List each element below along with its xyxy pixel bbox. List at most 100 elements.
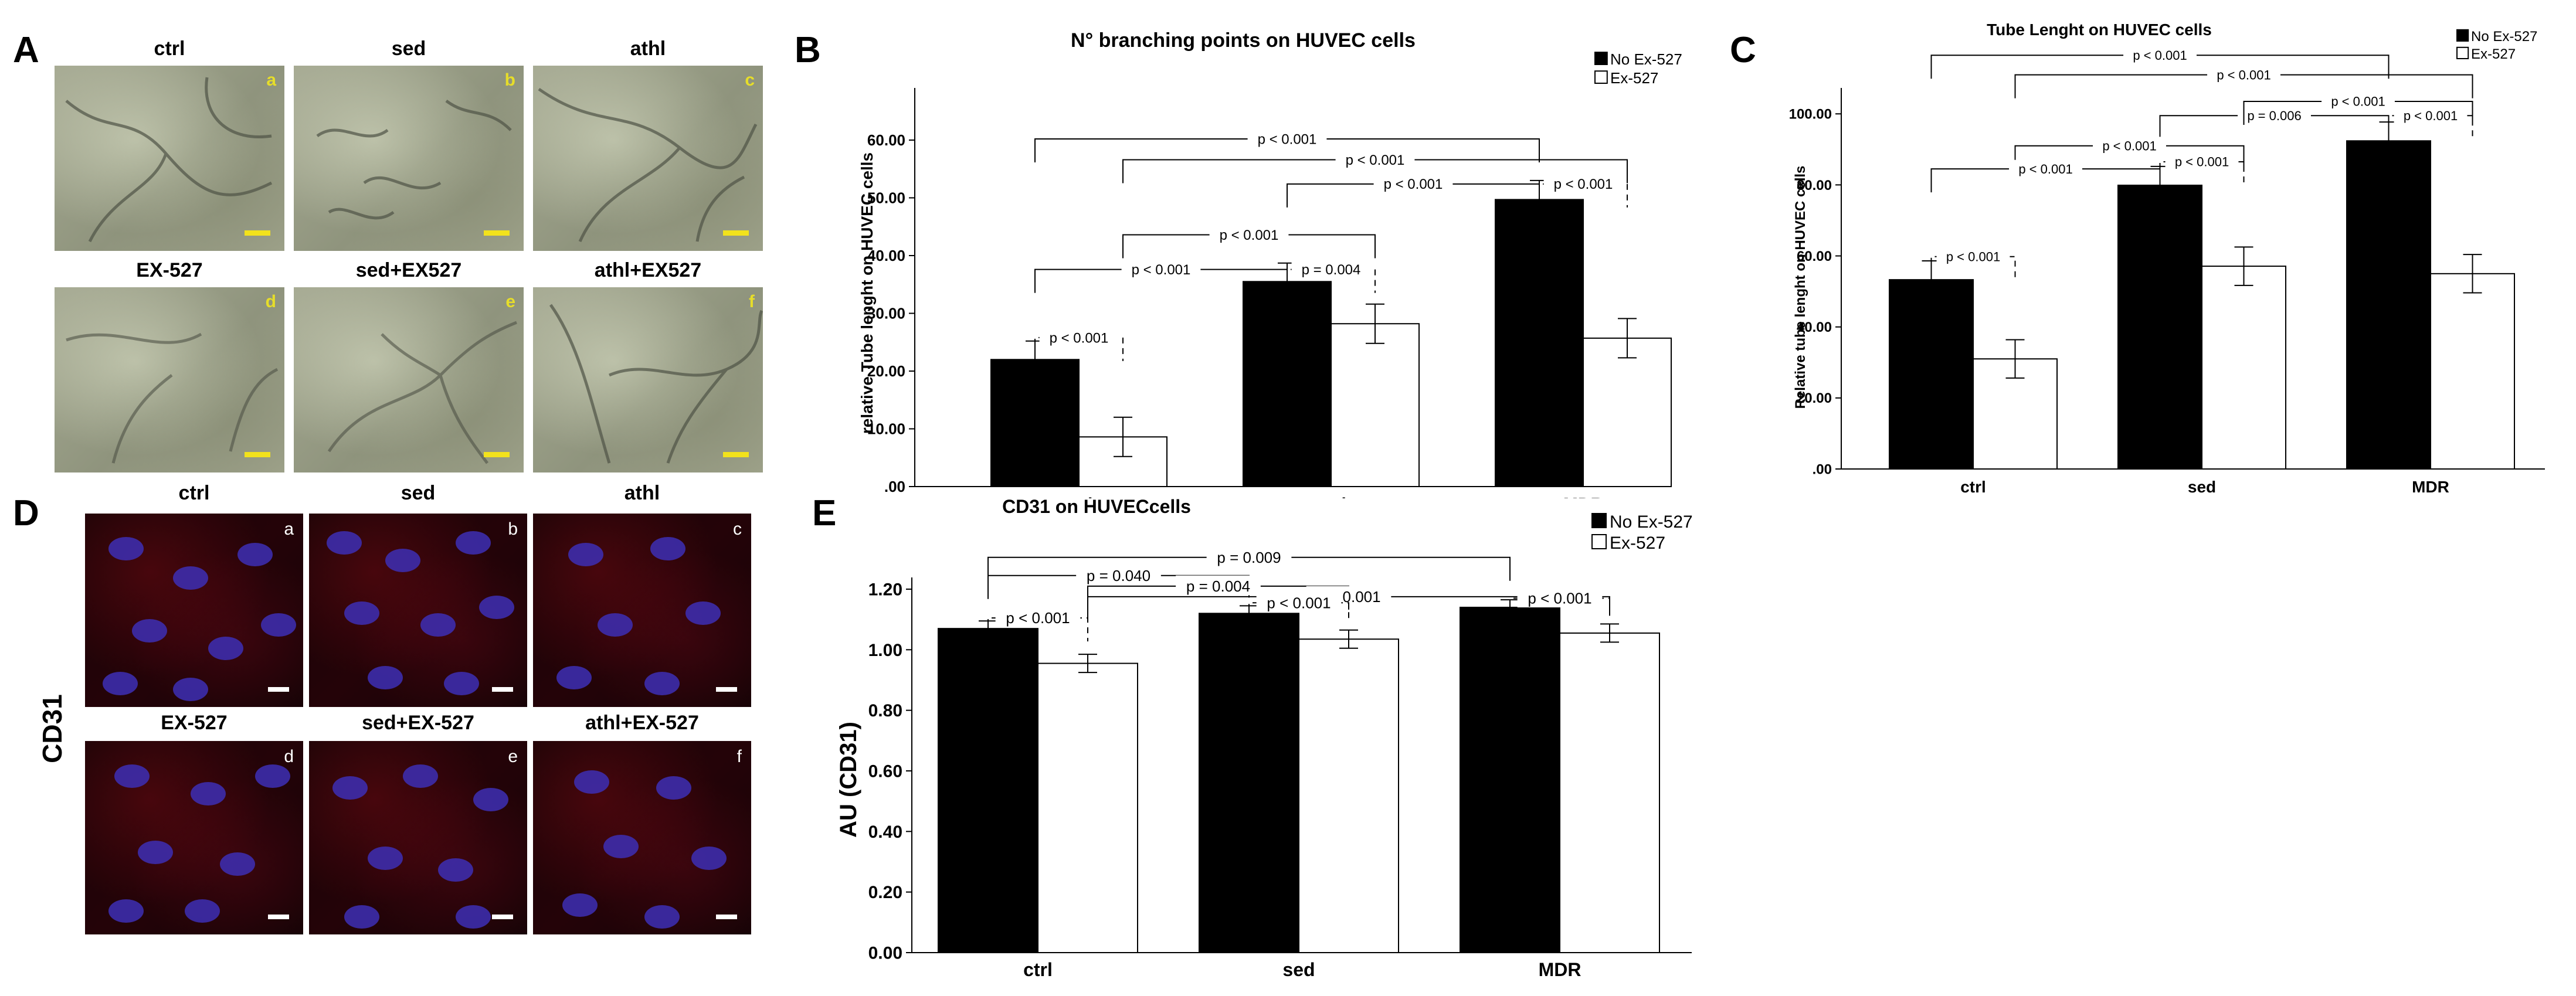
scale-bar <box>492 915 513 919</box>
tube-network-graphic <box>65 77 273 243</box>
scale-bar <box>484 452 510 457</box>
x-tick-label: MDR <box>1563 495 1604 498</box>
x-tick-label: sed <box>1316 495 1346 498</box>
significance-label-bg <box>1936 247 2010 264</box>
micrograph-title: athl+EX527 <box>594 259 702 281</box>
significance-label-bg <box>2238 106 2311 124</box>
significance-label-bg <box>1209 225 1289 243</box>
chart-e: CD31 on HUVECcells AU (CD31) 0.00 0.20 0.40 0… <box>836 496 1693 980</box>
micrograph-image: d <box>55 287 284 472</box>
fluorescence-image: c <box>533 514 751 707</box>
micrograph-corner-label: c <box>745 70 755 90</box>
y-tick-label: 20.00 <box>867 362 905 380</box>
fluorescence-title: EX-527 <box>161 712 228 734</box>
micrograph-corner-label: e <box>505 292 515 311</box>
legend-swatch <box>2456 46 2469 59</box>
x-tick-label: ctrl <box>1960 478 1986 496</box>
significance-label-bg <box>2165 152 2239 170</box>
panel-letter-e: E <box>812 493 837 533</box>
fluorescence-image: b <box>309 514 527 707</box>
fluorescence-image: e <box>309 741 527 934</box>
chart-b: N° branching points on HUVEC cells relati… <box>858 29 1682 498</box>
significance-label: p < 0.001 <box>1346 152 1405 168</box>
micrograph-corner-label: a <box>266 70 276 90</box>
bar <box>1495 199 1584 487</box>
significance-bracket <box>1034 336 1124 361</box>
legend-swatch <box>1591 513 1607 528</box>
significance-label-bg <box>1291 259 1371 278</box>
significance-label-bg <box>995 607 1081 627</box>
x-tick-label: ctrl <box>1065 495 1093 498</box>
micrograph-image: b <box>294 66 524 251</box>
significance-label: p < 0.001 <box>2102 138 2156 153</box>
bar <box>1889 279 1974 470</box>
fluorescence-title: athl+EX-527 <box>585 712 699 734</box>
significance-label-bg <box>1121 259 1201 278</box>
bar <box>1331 323 1420 488</box>
y-tick-label: 1.20 <box>868 580 902 600</box>
tube-network-graphic <box>66 332 279 464</box>
significance-label: p = 0.004 <box>1302 262 1361 278</box>
fluorescence-image: f <box>533 741 751 934</box>
significance-bracket <box>1930 256 2016 280</box>
fluorescence-image: a <box>85 514 303 707</box>
y-tick-label: .00 <box>884 478 905 495</box>
micrograph-image: f <box>533 287 763 472</box>
fluorescence-image: d <box>85 741 303 934</box>
significance-label-bg <box>1517 587 1603 608</box>
significance-label: p < 0.001 <box>2175 155 2229 169</box>
bar <box>1460 607 1560 953</box>
y-tick-label: 0.40 <box>868 822 902 842</box>
y-tick-label: 60.00 <box>1797 249 1832 264</box>
bar <box>1583 337 1672 487</box>
fluorescence-title: athl <box>624 482 660 504</box>
significance-label: p = 0.009 <box>1217 549 1281 566</box>
significance-label-bg <box>1335 149 1415 168</box>
legend-label: No Ex-527 <box>1610 50 1682 68</box>
bar <box>2117 184 2202 470</box>
y-tick-label: 20.00 <box>1797 390 1832 406</box>
scale-bar <box>268 915 289 919</box>
y-tick-label: 0.00 <box>868 944 902 963</box>
scale-bar <box>723 230 749 236</box>
bar <box>2430 273 2515 470</box>
chart-title: CD31 on HUVECcells <box>1002 496 1191 517</box>
significance-label: p < 0.001 <box>1006 609 1070 627</box>
scale-bar <box>492 687 513 692</box>
x-tick-label: sed <box>2188 478 2216 496</box>
significance-label: p < 0.001 <box>1258 131 1317 147</box>
significance-label-bg <box>2123 46 2197 63</box>
legend-label: No Ex-527 <box>2471 29 2537 45</box>
y-tick-label: .00 <box>1813 461 1832 477</box>
micrograph-title: sed+EX527 <box>355 259 462 281</box>
y-axis-label: Relative tube lenght on HUVEC cells <box>1793 166 1808 409</box>
scale-bar <box>245 230 270 236</box>
y-tick-label: 100.00 <box>1789 107 1832 123</box>
y-tick-label: 40.00 <box>867 247 905 264</box>
y-tick-label: 60.00 <box>867 131 905 149</box>
bar <box>1559 632 1660 953</box>
legend-swatch <box>1591 534 1607 549</box>
fluorescence-corner-label: d <box>284 747 294 766</box>
significance-label: p < 0.001 <box>1132 262 1191 278</box>
significance-label: p < 0.001 <box>1220 227 1279 243</box>
significance-label-bg <box>1076 565 1161 585</box>
chart-title: Tube Lenght on HUVEC cells <box>1987 21 2212 39</box>
significance-label: p = 0.004 <box>1186 577 1250 595</box>
significance-label-bg <box>1039 328 1119 346</box>
scale-bar <box>716 687 737 692</box>
bar <box>1199 613 1299 954</box>
significance-bracket <box>1539 183 1628 208</box>
x-tick-label: MDR <box>2412 478 2449 496</box>
fluorescence-corner-label: f <box>737 747 742 766</box>
legend-swatch <box>1594 70 1608 84</box>
significance-label-bg <box>1256 592 1342 612</box>
significance-bracket <box>2159 161 2245 186</box>
significance-label: p < 0.001 <box>1050 330 1109 346</box>
micrograph-title: EX-527 <box>136 259 203 281</box>
significance-label: p < 0.001 <box>1946 249 2000 264</box>
y-tick-label: 0.20 <box>868 883 902 902</box>
tube-network-graphic <box>549 304 763 464</box>
y-tick-label: 80.00 <box>1797 178 1832 193</box>
fluorescence-corner-label: b <box>508 519 518 539</box>
